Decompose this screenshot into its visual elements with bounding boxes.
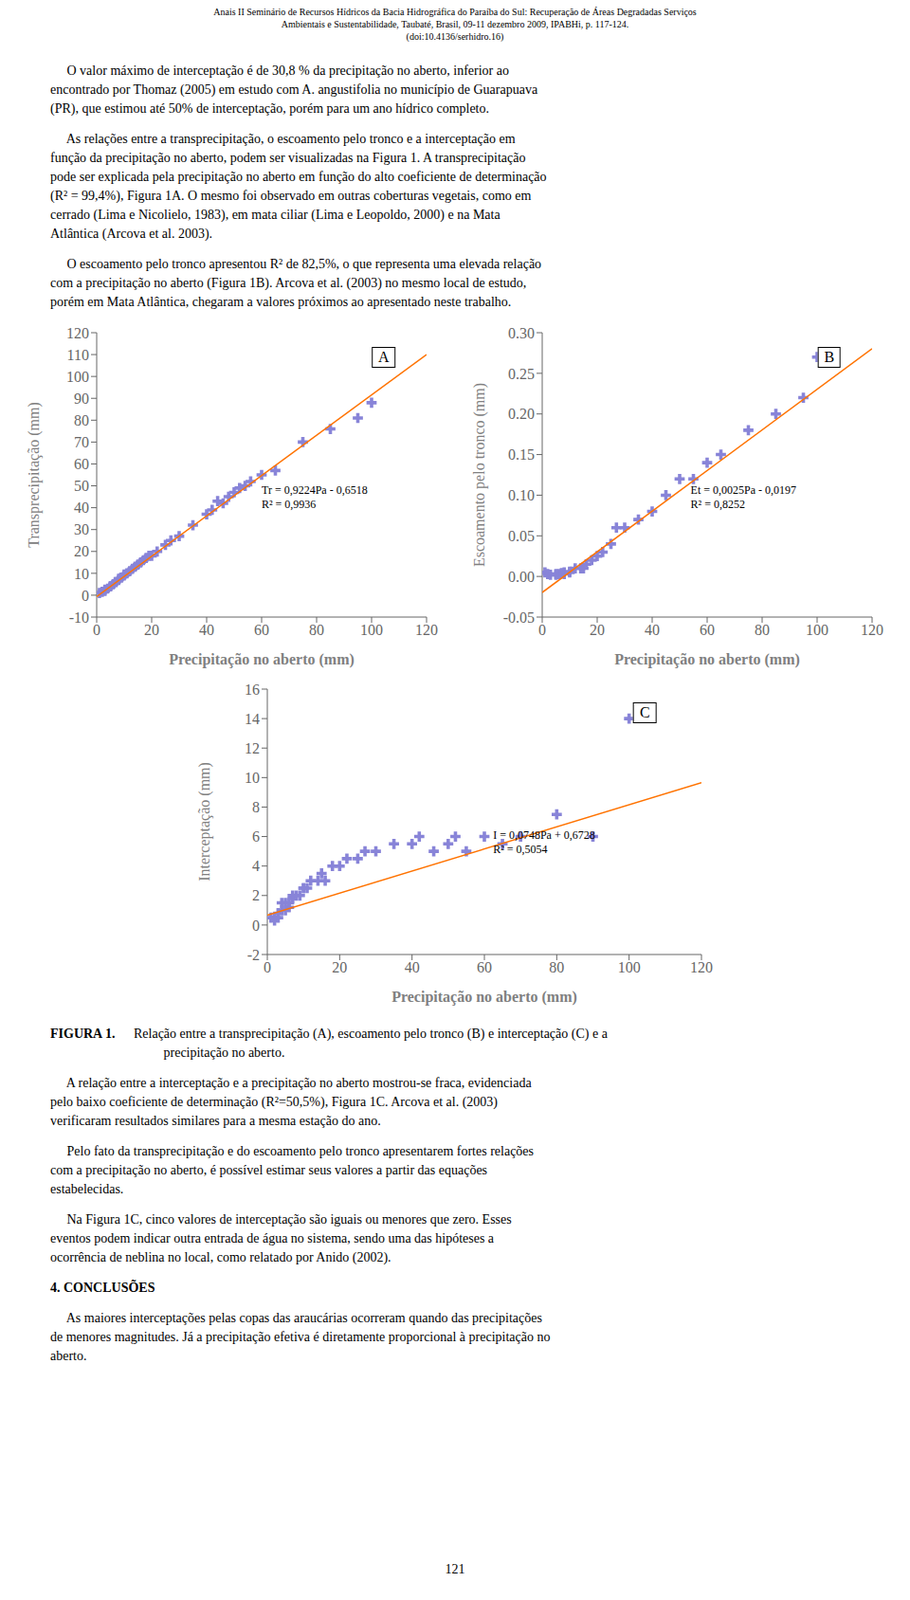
svg-text:20: 20: [331, 959, 347, 976]
svg-text:0.00: 0.00: [508, 568, 535, 585]
svg-text:20: 20: [73, 543, 90, 560]
svg-text:60: 60: [699, 621, 715, 638]
svg-text:10: 10: [244, 769, 260, 786]
html-text:I = 0,0748Pa + 0,6728: I = 0,0748Pa + 0,6728: [493, 828, 596, 843]
svg-text:100: 100: [360, 621, 383, 638]
svg-text:-0.05: -0.05: [503, 609, 535, 626]
svg-text:0: 0: [263, 959, 272, 976]
html-text:R² = 0,8252: R² = 0,8252: [690, 497, 746, 511]
svg-text:80: 80: [309, 621, 325, 638]
svg-text:40: 40: [404, 959, 420, 976]
svg-text:0.20: 0.20: [508, 405, 535, 422]
html-text:Tr = 0,9224Pa - 0,6518: Tr = 0,9224Pa - 0,6518: [261, 483, 368, 497]
svg-text:0.25: 0.25: [508, 365, 535, 383]
svg-text:120: 120: [415, 621, 438, 638]
svg-text:50: 50: [73, 477, 90, 494]
svg-text:100: 100: [66, 368, 90, 385]
svg-text:100: 100: [618, 959, 641, 976]
svg-text:20: 20: [589, 621, 605, 638]
svg-text:0: 0: [92, 621, 101, 638]
html-text:As maiores interceptações pela: As maiores interceptações pelas copas da…: [50, 1310, 551, 1364]
svg-text:110: 110: [67, 346, 90, 364]
svg-text:80: 80: [548, 959, 565, 976]
svg-text:4: 4: [252, 857, 260, 874]
svg-text:20: 20: [144, 621, 160, 638]
svg-text:40: 40: [73, 499, 90, 516]
svg-text:0.30: 0.30: [508, 325, 535, 342]
html-text:O valor máximo de interceptaçã: O valor máximo de interceptação é de 30,…: [50, 63, 538, 116]
svg-text:80: 80: [73, 412, 90, 429]
html-text:B: B: [824, 348, 835, 365]
svg-text:Precipitação no aberto (mm): Precipitação no aberto (mm): [391, 988, 578, 1006]
svg-text:60: 60: [254, 621, 270, 638]
html-text:A: A: [378, 348, 390, 365]
svg-text:-10: -10: [69, 609, 90, 626]
html-text:Anais II Seminário de Recursos: Anais II Seminário de Recursos Hídricos …: [213, 6, 697, 18]
svg-text:6: 6: [252, 828, 260, 845]
svg-text:40: 40: [644, 621, 660, 638]
html-text:Pelo fato da transprecipitação: Pelo fato da transprecipitação e do esco…: [50, 1144, 534, 1197]
svg-text:8: 8: [252, 799, 260, 816]
svg-text:30: 30: [73, 521, 90, 538]
html-text:As relações entre a transpreci: As relações entre a transprecipitação, o…: [50, 131, 547, 241]
html-text:(doi:10.4136/serhidro.16): (doi:10.4136/serhidro.16): [406, 31, 504, 42]
html-text:R² = 0,9936: R² = 0,9936: [261, 497, 317, 511]
html-text:121: 121: [445, 1562, 465, 1577]
svg-text:2: 2: [252, 887, 260, 904]
html-text:4. CONCLUSÕES: 4. CONCLUSÕES: [50, 1280, 155, 1295]
svg-text:80: 80: [754, 621, 770, 638]
svg-text:14: 14: [244, 710, 260, 728]
html-text:Na Figura 1C, cinco valores de: Na Figura 1C, cinco valores de intercept…: [50, 1212, 512, 1265]
html-text:R² = 0,5054: R² = 0,5054: [493, 843, 548, 857]
html-text:Ambientais e Sustentabilidade,: Ambientais e Sustentabilidade, Taubaté, …: [281, 18, 629, 30]
svg-text:120: 120: [690, 959, 713, 976]
svg-text:40: 40: [199, 621, 215, 638]
svg-text:0.10: 0.10: [508, 487, 535, 504]
svg-text:0.15: 0.15: [508, 446, 535, 463]
svg-text:120: 120: [860, 621, 884, 638]
svg-text:60: 60: [476, 959, 492, 976]
html-text:Et = 0,0025Pa - 0,0197: Et = 0,0025Pa - 0,0197: [690, 483, 797, 497]
svg-text:Precipitação no aberto (mm): Precipitação no aberto (mm): [614, 651, 801, 669]
svg-text:0.05: 0.05: [508, 527, 535, 545]
svg-text:Precipitação no aberto (mm): Precipitação no aberto (mm): [168, 651, 355, 669]
html-text:A relação entre a interceptaçã: A relação entre a interceptação e a prec…: [50, 1075, 532, 1129]
svg-text:60: 60: [73, 455, 90, 473]
svg-text:100: 100: [805, 621, 829, 638]
html-text:Relação entre a transprecipita: Relação entre a transprecipitação (A), e…: [133, 1026, 608, 1060]
svg-text:90: 90: [73, 390, 90, 407]
svg-text:16: 16: [244, 681, 260, 698]
svg-text:-2: -2: [247, 946, 260, 964]
svg-text:0: 0: [538, 621, 546, 638]
svg-text:Transprecipitação (mm): Transprecipitação (mm): [25, 401, 43, 548]
svg-text:120: 120: [66, 325, 90, 342]
svg-text:0: 0: [81, 587, 90, 604]
svg-text:0: 0: [252, 917, 260, 934]
html-text:C: C: [639, 704, 651, 721]
html-text:FIGURA 1.: FIGURA 1.: [50, 1026, 116, 1041]
html-text:O escoamento pelo tronco apres: O escoamento pelo tronco apresentou R² d…: [50, 256, 542, 310]
svg-text:Escoamento pelo tronco (mm): Escoamento pelo tronco (mm): [471, 382, 489, 567]
svg-text:Interceptação (mm): Interceptação (mm): [196, 762, 214, 882]
svg-text:10: 10: [73, 565, 90, 583]
svg-text:12: 12: [244, 740, 260, 757]
svg-text:70: 70: [73, 434, 90, 451]
